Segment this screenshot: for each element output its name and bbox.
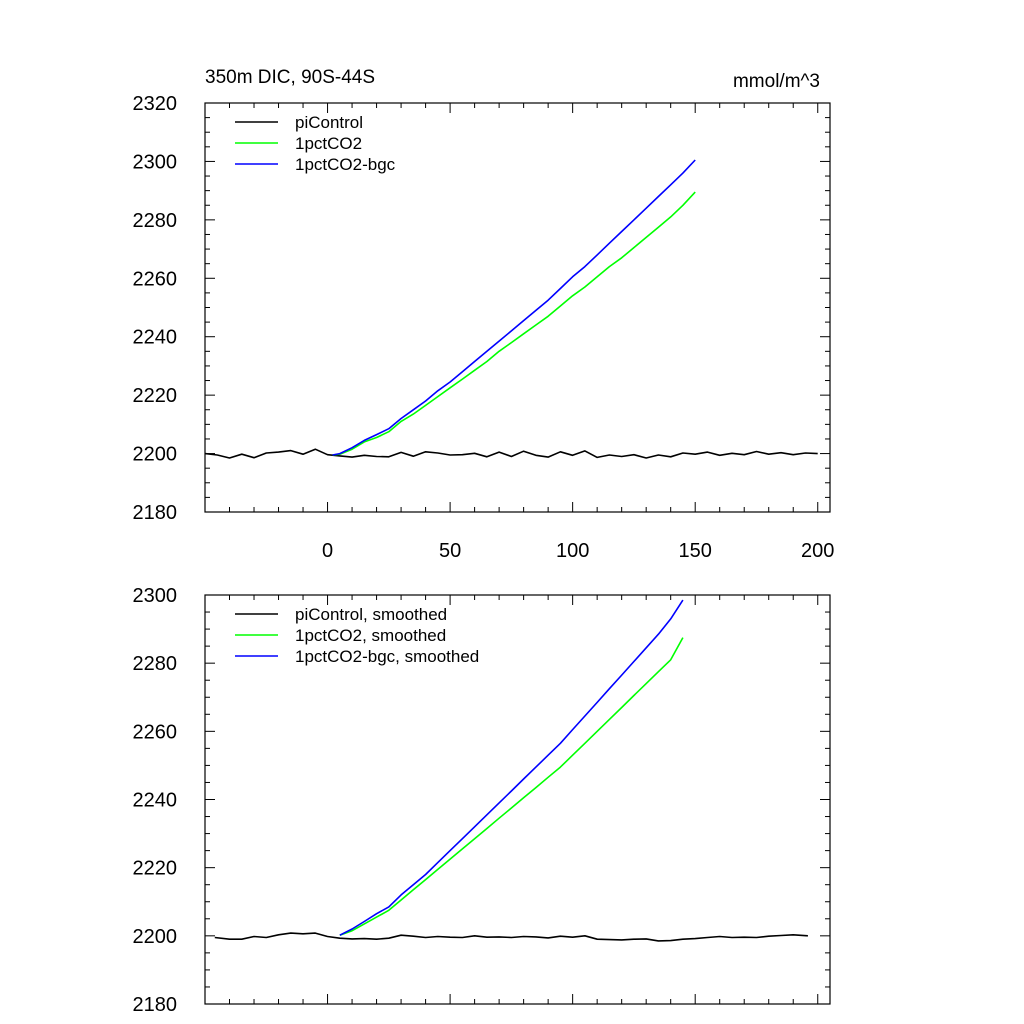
y-tick-label: 2180 bbox=[133, 502, 178, 524]
legend-label: piControl bbox=[295, 113, 363, 132]
legend-label: 1pctCO2-bgc bbox=[295, 155, 396, 174]
x-tick-label: 0 bbox=[322, 540, 333, 562]
units-label: mmol/m^3 bbox=[733, 71, 820, 92]
series-line-1pctco2-bgc bbox=[332, 159, 696, 456]
legend-label: 1pctCO2 bbox=[295, 134, 362, 153]
legend-label: piControl, smoothed bbox=[295, 605, 447, 624]
series-line-1pctco2-smoothed bbox=[339, 637, 684, 936]
x-tick-label: 100 bbox=[556, 540, 589, 562]
chart-title: 350m DIC, 90S-44S bbox=[205, 67, 375, 88]
x-tick-label: 50 bbox=[439, 540, 461, 562]
y-tick-label: 2320 bbox=[133, 93, 178, 115]
y-tick-label: 2240 bbox=[133, 790, 178, 812]
series-line-1pctco2 bbox=[332, 191, 696, 456]
series-line-1pctco2-bgc-smoothed bbox=[339, 599, 684, 936]
y-tick-label: 2280 bbox=[133, 210, 178, 232]
legend-label: 1pctCO2, smoothed bbox=[295, 626, 446, 645]
y-tick-label: 2220 bbox=[133, 858, 178, 880]
y-tick-label: 2260 bbox=[133, 721, 178, 743]
y-tick-label: 2260 bbox=[133, 268, 178, 290]
bottom-panel: 2180 2200 2220 2240 2260 2280 2300 piControl, s… bbox=[133, 585, 831, 1016]
top-panel: 2180 2200 2220 2240 2260 2280 2300 2320 0 50 100 15… bbox=[133, 67, 835, 562]
x-tick-label: 200 bbox=[801, 540, 834, 562]
y-tick-label: 2220 bbox=[133, 385, 178, 407]
series-line-picontrol bbox=[205, 448, 818, 459]
y-tick-label: 2240 bbox=[133, 327, 178, 349]
y-tick-label: 2200 bbox=[133, 444, 178, 466]
series-line-picontrol-smoothed bbox=[214, 932, 808, 942]
y-tick-label: 2300 bbox=[133, 151, 178, 173]
legend-label: 1pctCO2-bgc, smoothed bbox=[295, 647, 479, 666]
y-tick-label: 2180 bbox=[133, 994, 178, 1016]
y-tick-label: 2200 bbox=[133, 926, 178, 948]
y-tick-label: 2300 bbox=[133, 585, 178, 607]
x-tick-label: 150 bbox=[679, 540, 712, 562]
y-tick-label: 2280 bbox=[133, 653, 178, 675]
